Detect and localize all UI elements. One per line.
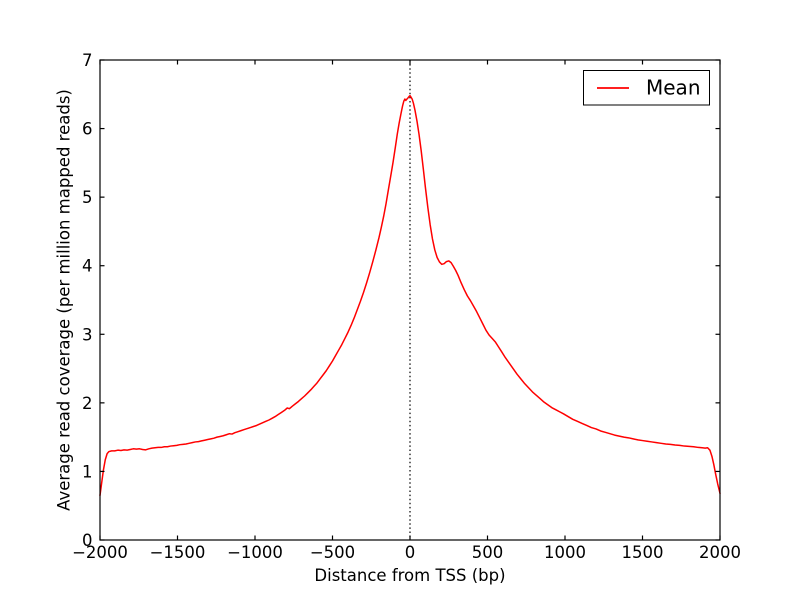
legend-mean-label: Mean	[646, 76, 701, 100]
x-tick-label: 2000	[699, 543, 741, 562]
y-tick-label: 2	[82, 394, 93, 413]
legend: Mean	[583, 70, 710, 106]
x-tick-label: 0	[405, 543, 416, 562]
y-tick-label: 4	[82, 257, 93, 276]
x-tick-label: 500	[472, 543, 504, 562]
y-axis-label: Average read coverage (per million mappe…	[55, 89, 74, 511]
series-layer	[99, 94, 721, 497]
x-axis-label: Distance from TSS (bp)	[314, 566, 505, 585]
x-tick-label: −1000	[227, 543, 283, 562]
x-tick-label: −2000	[72, 543, 128, 562]
tick-label-layer: −2000 −1500 −1000 −500 0 500 1000 1500 2000 0 1 2 3 4…	[72, 51, 741, 562]
tick-layer	[99, 59, 721, 541]
x-tick-label: −500	[310, 543, 355, 562]
x-tick-label: 1000	[544, 543, 586, 562]
y-tick-label: 7	[82, 51, 93, 70]
y-tick-label: 3	[82, 325, 93, 344]
y-tick-label: 0	[82, 531, 93, 550]
mean-series-line	[99, 94, 721, 497]
y-tick-label: 6	[82, 120, 93, 139]
x-tick-label: −1500	[150, 543, 206, 562]
y-tick-label: 1	[82, 462, 93, 481]
y-tick-label: 5	[82, 188, 93, 207]
x-tick-label: 1500	[622, 543, 664, 562]
